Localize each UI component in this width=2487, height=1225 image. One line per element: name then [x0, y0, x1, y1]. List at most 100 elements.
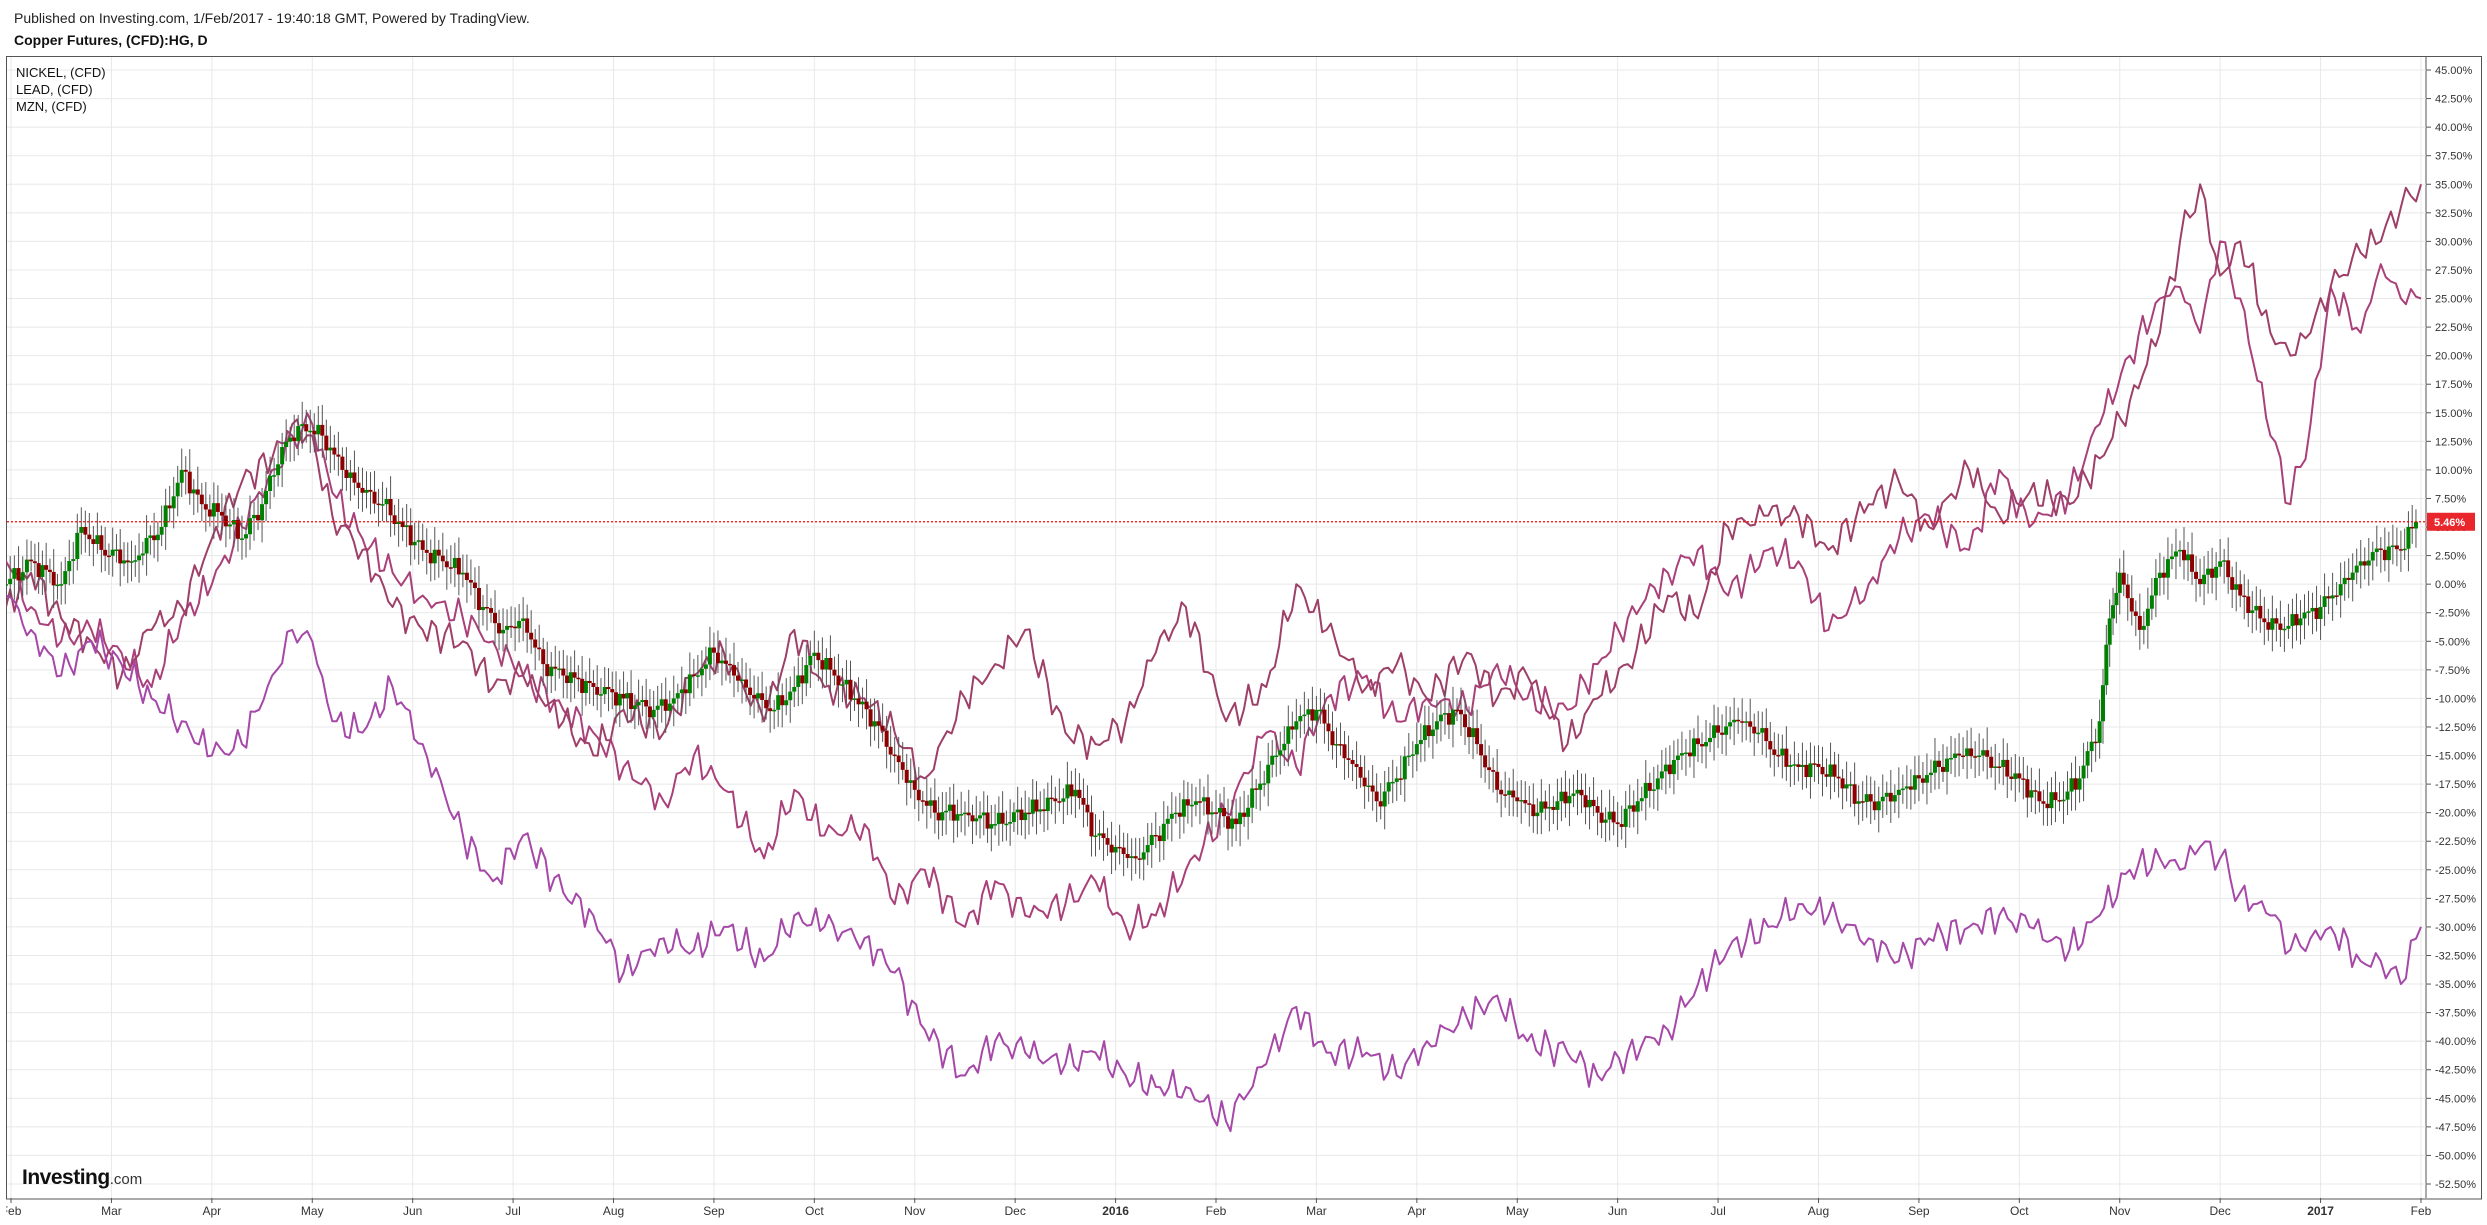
- candle-down: [1374, 791, 1379, 802]
- candle-down: [1000, 812, 1005, 824]
- candle-down: [1105, 838, 1110, 845]
- candle-down: [1740, 721, 1745, 723]
- candle-up: [348, 472, 353, 478]
- candle-up: [2117, 572, 2122, 593]
- candle-down: [1053, 798, 1058, 802]
- candle-down: [736, 675, 741, 681]
- candle-up: [1627, 805, 1632, 809]
- candle-down: [1034, 799, 1039, 812]
- candle-up: [2318, 607, 2323, 619]
- candle-up: [772, 709, 777, 712]
- candle-up: [264, 490, 269, 505]
- candle-up: [1238, 812, 1243, 825]
- candle-down: [372, 491, 377, 504]
- y-tick-label: 37.50%: [2435, 151, 2473, 163]
- y-tick-label: 35.00%: [2435, 179, 2473, 191]
- candle-up: [989, 824, 994, 829]
- candle-up: [557, 668, 562, 671]
- candle-up: [695, 675, 700, 677]
- candle-down: [1467, 727, 1472, 738]
- candle-down: [1647, 782, 1652, 791]
- candle-up: [632, 705, 637, 710]
- candle-up: [260, 504, 265, 521]
- candle-down: [951, 804, 956, 821]
- candle-down: [199, 494, 204, 505]
- candle-down: [1326, 723, 1331, 732]
- candle-up: [452, 557, 457, 568]
- candle-up: [460, 572, 465, 575]
- candle-up: [501, 629, 506, 634]
- candle-up: [1712, 725, 1717, 738]
- candle-up: [1892, 795, 1897, 802]
- candle-up: [1671, 760, 1676, 775]
- x-tick-label: Dec: [2209, 1204, 2230, 1218]
- candle-up: [1189, 804, 1194, 807]
- candle-up: [521, 618, 526, 621]
- candle-up: [1390, 781, 1395, 784]
- candle-down: [1812, 763, 1817, 765]
- candle-down: [848, 679, 853, 700]
- candle-up: [432, 549, 437, 564]
- candle-down: [215, 503, 220, 512]
- candle-up: [364, 489, 369, 493]
- candle-up: [2065, 791, 2070, 800]
- candle-down: [1081, 797, 1086, 805]
- candle-up: [300, 424, 305, 427]
- candle-up: [1450, 709, 1455, 725]
- legend-item-mzn[interactable]: MZN, (CFD): [16, 99, 87, 114]
- candle-up: [1008, 821, 1013, 824]
- candle-up: [1418, 740, 1423, 745]
- candle-down: [912, 780, 917, 790]
- candle-down: [1973, 756, 1978, 758]
- candle-down: [2137, 615, 2142, 630]
- candle-up: [1382, 791, 1387, 807]
- candle-up: [1113, 846, 1118, 853]
- candle-up: [2322, 596, 2327, 608]
- candle-down: [966, 812, 971, 816]
- candle-up: [1864, 794, 1869, 802]
- legend-item-lead[interactable]: LEAD, (CFD): [16, 82, 93, 97]
- candle-up: [1209, 812, 1214, 815]
- chart-svg[interactable]: 45.00% 42.50% 40.00% 37.50% 35.00% 32.50% 30.0…: [1, 56, 2482, 1220]
- legend-item-nickel[interactable]: NICKEL, (CFD): [16, 65, 106, 80]
- candle-up: [227, 524, 232, 527]
- candle-down: [1234, 818, 1239, 825]
- candle-down: [1868, 794, 1873, 802]
- candle-up: [2310, 607, 2315, 612]
- candle-down: [2121, 572, 2126, 585]
- candle-down: [1499, 789, 1504, 795]
- y-tick-label: 40.00%: [2435, 122, 2473, 134]
- candle-down: [1579, 789, 1584, 796]
- candle-up: [155, 534, 160, 541]
- candle-down: [1957, 753, 1962, 756]
- candle-down: [595, 686, 600, 695]
- candle-down: [1346, 758, 1351, 760]
- candle-up: [2286, 625, 2291, 629]
- candle-down: [565, 675, 570, 683]
- candle-up: [1434, 721, 1439, 730]
- candle-up: [1539, 801, 1544, 813]
- candle-up: [687, 674, 692, 694]
- candle-down: [1936, 760, 1941, 767]
- candle-up: [1410, 754, 1415, 756]
- legend: NICKEL, (CFD) LEAD, (CFD) MZN, (CFD): [16, 64, 106, 115]
- x-tick-label: Jun: [403, 1204, 422, 1218]
- y-tick-label: -2.50%: [2435, 608, 2470, 620]
- candle-up: [824, 657, 829, 670]
- candle-down: [183, 469, 188, 472]
- candle-up: [1635, 801, 1640, 812]
- candle-up: [1708, 737, 1713, 743]
- candle-up: [659, 699, 664, 706]
- candle-down: [529, 632, 534, 640]
- candle-down: [572, 672, 577, 678]
- candle-up: [2282, 628, 2287, 631]
- candle-up: [1655, 778, 1660, 790]
- candle-up: [243, 534, 248, 539]
- chart-area[interactable]: 45.00% 42.50% 40.00% 37.50% 35.00% 32.50% 30.0…: [1, 56, 2482, 1225]
- candle-down: [1768, 741, 1773, 750]
- candle-down: [1483, 755, 1488, 768]
- candle-up: [1145, 845, 1150, 853]
- candle-down: [1069, 784, 1074, 797]
- x-tick-label: Sep: [1908, 1204, 1930, 1218]
- candle-up: [1732, 719, 1737, 723]
